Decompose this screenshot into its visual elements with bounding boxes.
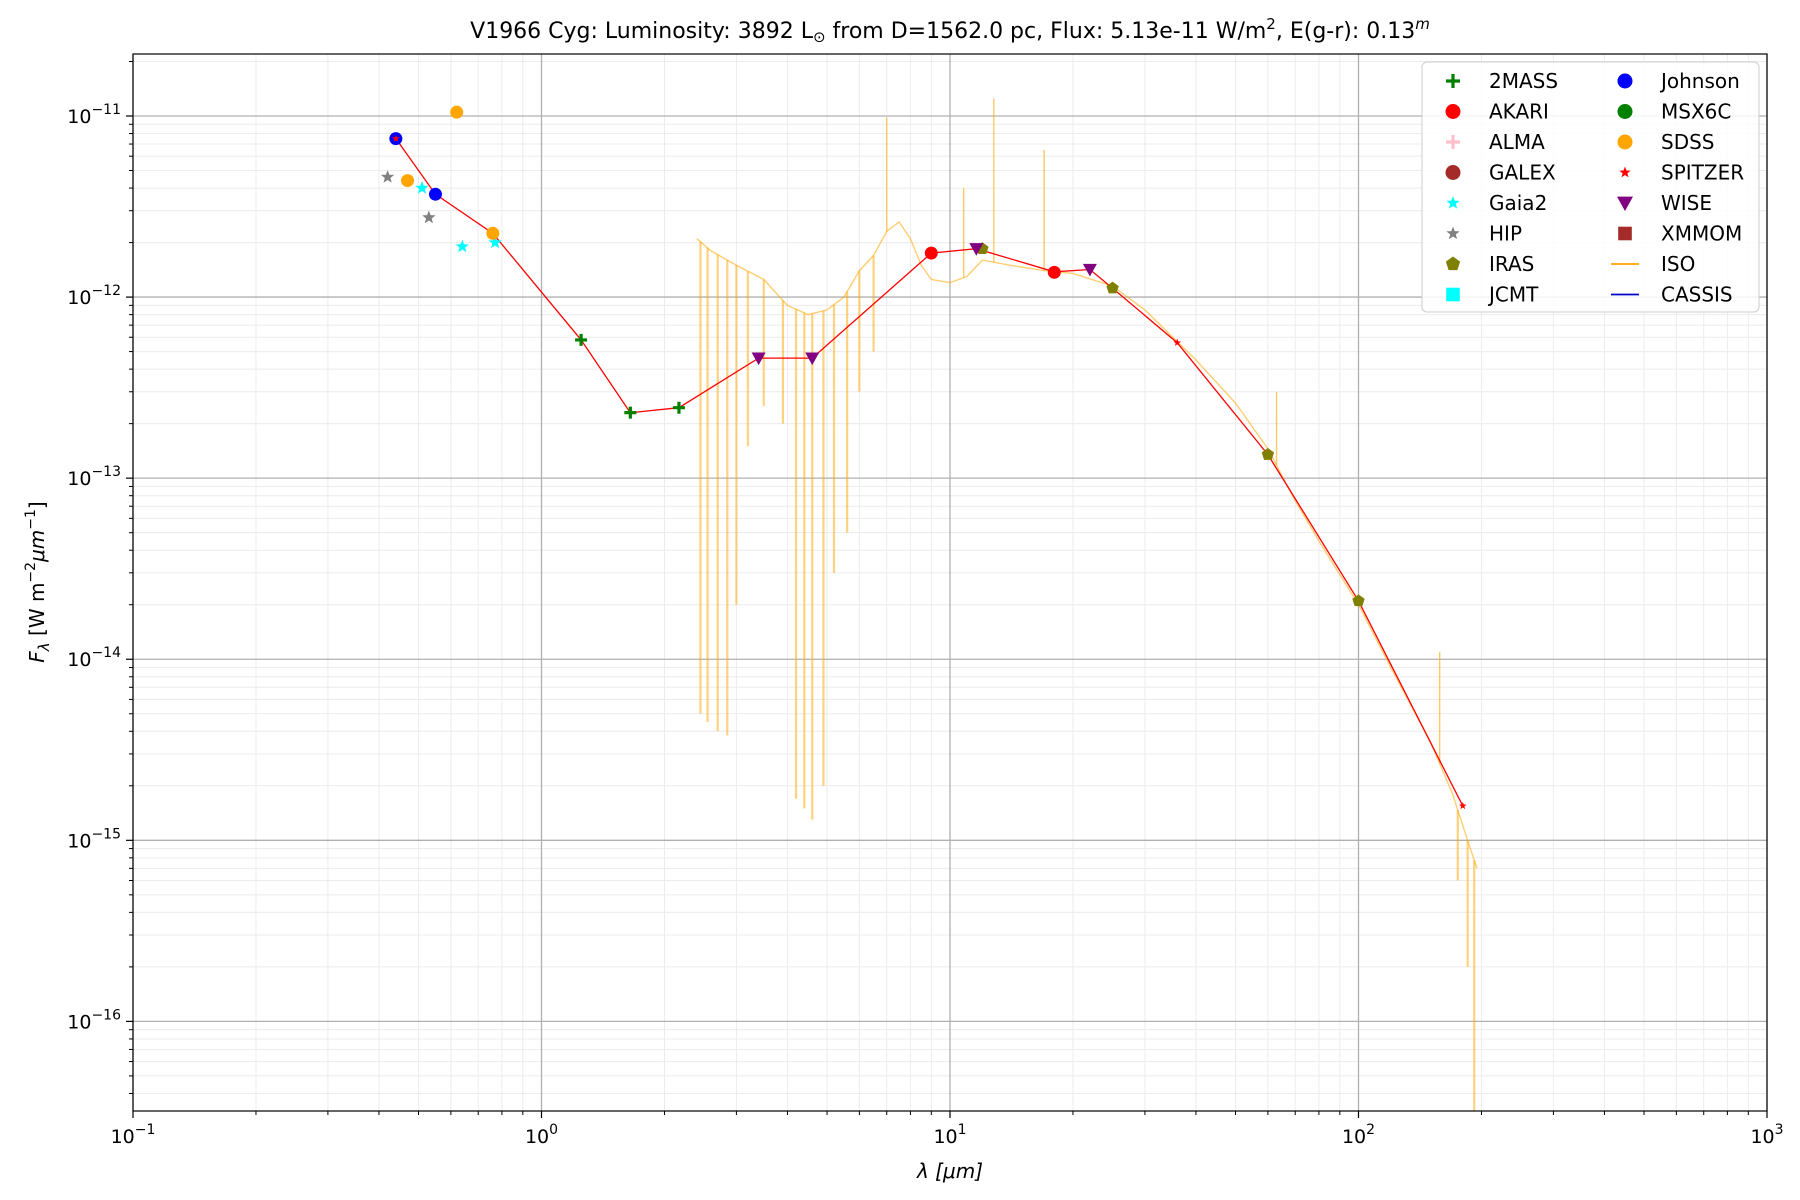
y-tick-label: 10−16	[67, 1007, 121, 1033]
legend-marker-msx6c	[1617, 104, 1633, 119]
data-point-gaia2	[415, 181, 429, 194]
data-point-hip	[380, 170, 395, 183]
legend-label-spitzer: SPITZER	[1661, 161, 1744, 185]
data-point-sdss	[450, 105, 464, 119]
data-point-iras	[1261, 448, 1275, 460]
legend-marker-sdss	[1617, 134, 1633, 150]
data-point-spitzer	[1173, 338, 1182, 346]
data-point-johnson	[428, 187, 442, 201]
data-point-wise	[751, 352, 766, 366]
iso-spectrum	[696, 98, 1478, 1111]
data-point-gaia2	[488, 235, 502, 249]
legend-marker-xmmom	[1618, 226, 1632, 241]
legend-marker-akari	[1445, 104, 1461, 119]
x-tick-label: 103	[1750, 1122, 1783, 1148]
legend-label-jcmt: JCMT	[1487, 283, 1539, 307]
y-tick-label: 10−14	[67, 645, 121, 671]
data-point-wise	[969, 243, 984, 256]
legend-label-hip: HIP	[1489, 222, 1522, 246]
legend-marker-spitzer	[1619, 166, 1631, 178]
legend-marker-hip	[1446, 226, 1460, 240]
y-axis-label: Fλ [W m−2μm−1]	[23, 501, 53, 663]
legend-marker-jcmt	[1446, 287, 1460, 302]
data-point-iras	[1106, 281, 1119, 294]
legend-marker-wise	[1617, 196, 1633, 211]
data-point-akari	[924, 246, 938, 260]
data-point-sdss	[486, 226, 500, 240]
legend-label-msx6c: MSX6C	[1661, 100, 1731, 124]
legend-label-gaia2: Gaia2	[1489, 191, 1547, 215]
x-tick-label: 101	[933, 1122, 966, 1148]
data-point-2mass	[672, 401, 685, 414]
legend-marker-johnson	[1617, 73, 1633, 89]
data-point-2mass	[575, 333, 588, 346]
legend-label-galex: GALEX	[1489, 161, 1556, 185]
data-point-2mass	[624, 406, 637, 419]
legend: 2MASS AKARI ALMA GALEX Gaia2 HIP IRAS JC…	[1421, 61, 1760, 313]
data-point-wise	[1082, 263, 1097, 277]
legend-label-cassis: CASSIS	[1661, 283, 1733, 307]
y-tick-label: 10−13	[67, 464, 121, 490]
legend-box	[1421, 61, 1760, 313]
photometry-markers	[380, 105, 1467, 810]
y-tick-label: 10−15	[67, 826, 121, 852]
legend-label-iras: IRAS	[1489, 252, 1534, 276]
legend-label-wise: WISE	[1661, 191, 1712, 215]
legend-marker-alma	[1446, 135, 1460, 149]
x-tick-label: 102	[1342, 1122, 1375, 1148]
data-point-hip	[422, 210, 436, 224]
legend-label-xmmom: XMMOM	[1661, 222, 1742, 246]
legend-label-2mass: 2MASS	[1489, 69, 1558, 93]
y-tick-label: 10−11	[67, 102, 121, 128]
legend-label-johnson: Johnson	[1659, 69, 1740, 93]
legend-markers	[1445, 73, 1639, 302]
legend-marker-2mass	[1446, 74, 1460, 88]
data-point-sdss	[401, 174, 415, 188]
iso-envelope-line	[696, 220, 1478, 869]
data-point-akari	[1047, 265, 1061, 279]
x-tick-labels: 10−1 100 101 102 103	[111, 1122, 1784, 1148]
data-point-iras	[1352, 594, 1365, 607]
axis-ticks	[126, 60, 1768, 1118]
data-point-spitzer	[1458, 801, 1467, 810]
data-point-gaia2	[455, 239, 469, 253]
x-tick-label: 10−1	[111, 1122, 156, 1148]
data-point-spitzer	[392, 134, 400, 142]
x-axis-label: λ [μm]	[916, 1159, 983, 1183]
y-tick-label: 10−12	[67, 283, 121, 309]
data-point-wise	[805, 352, 820, 366]
legend-label-akari: AKARI	[1489, 100, 1549, 124]
legend-label-sdss: SDSS	[1661, 130, 1715, 154]
legend-marker-gaia2	[1446, 196, 1460, 209]
legend-marker-galex	[1445, 165, 1461, 180]
legend-label-iso: ISO	[1661, 252, 1695, 276]
x-tick-label: 100	[525, 1122, 558, 1148]
chart-title: V1966 Cyg: Luminosity: 3892 L⊙ from D=15…	[470, 15, 1430, 46]
legend-marker-iras	[1445, 256, 1461, 271]
y-tick-labels: 10−16 10−15 10−14 10−13 10−12 10−11	[67, 102, 121, 1033]
legend-label-alma: ALMA	[1489, 130, 1545, 154]
